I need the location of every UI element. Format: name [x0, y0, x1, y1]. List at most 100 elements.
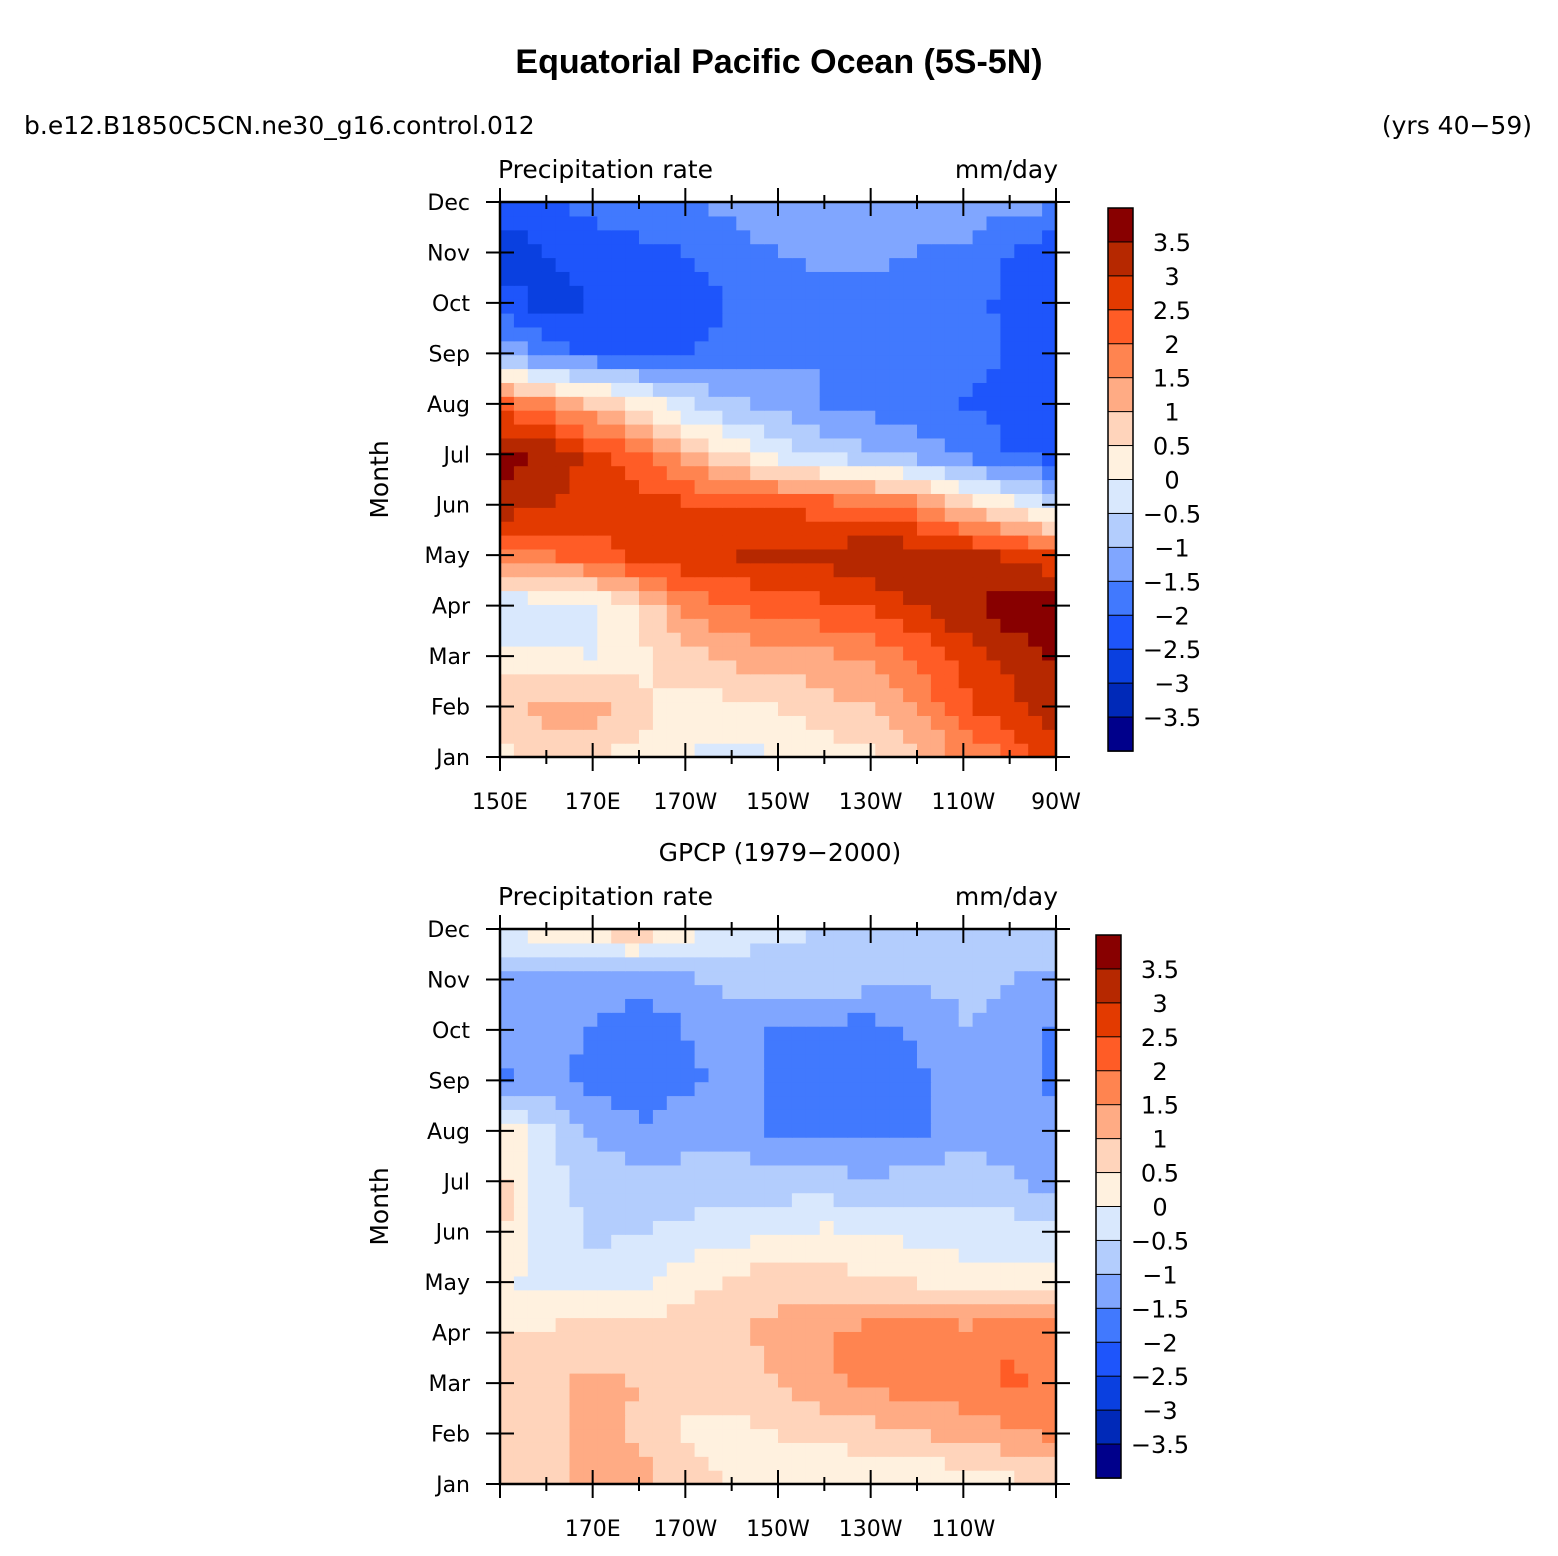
field-cell — [569, 1262, 584, 1277]
field-cell — [583, 1289, 598, 1305]
field-cell — [847, 326, 862, 342]
field-cell — [972, 1248, 988, 1263]
field-cell — [805, 1428, 821, 1443]
field-cell — [861, 1012, 876, 1027]
field-cell — [861, 548, 876, 564]
field-cell — [819, 229, 835, 245]
y-tick-label: Sep — [429, 342, 470, 367]
field-cell — [903, 1331, 918, 1346]
field-cell — [555, 618, 571, 633]
field-cell — [972, 1373, 988, 1388]
field-cell — [861, 1428, 876, 1443]
field-cell — [652, 1040, 668, 1055]
field-cell — [500, 701, 515, 716]
field-cell — [875, 354, 890, 370]
field-cell — [861, 743, 876, 758]
field-cell — [791, 1289, 807, 1305]
field-cell — [917, 1012, 932, 1027]
field-cell — [1042, 257, 1057, 272]
field-cell — [847, 1206, 862, 1221]
field-cell — [666, 340, 682, 356]
field-cell — [569, 202, 584, 217]
field-cell — [805, 1414, 821, 1430]
field-cell — [680, 368, 696, 383]
field-cell — [819, 942, 835, 958]
field-cell — [930, 1164, 946, 1180]
field-cell — [903, 1289, 918, 1305]
field-cell — [1028, 1026, 1043, 1041]
field-cell — [652, 243, 668, 259]
field-cell — [944, 1359, 960, 1374]
field-cell — [625, 715, 640, 730]
field-cell — [875, 576, 890, 592]
field-cell — [958, 285, 974, 300]
field-cell — [722, 1234, 737, 1249]
field-cell — [750, 1012, 765, 1027]
field-cell — [889, 715, 904, 730]
field-cell — [513, 1081, 529, 1097]
field-cell — [527, 229, 543, 245]
field-cell — [736, 929, 751, 944]
field-cell — [500, 313, 515, 328]
field-cell — [819, 535, 835, 550]
field-cell — [750, 479, 765, 494]
field-cell — [847, 1414, 862, 1430]
field-cell — [764, 618, 779, 633]
field-cell — [639, 1040, 654, 1055]
field-cell — [875, 326, 890, 342]
field-cell — [833, 535, 849, 550]
field-cell — [930, 271, 946, 286]
field-cell — [791, 299, 807, 314]
field-cell — [694, 1053, 710, 1069]
field-cell — [597, 1345, 612, 1360]
field-cell — [625, 1470, 640, 1485]
field-cell — [555, 562, 571, 578]
field-cell — [1042, 673, 1057, 689]
field-cell — [611, 535, 626, 550]
field-cell — [833, 715, 849, 730]
field-cell — [527, 1428, 543, 1443]
field-cell — [680, 1386, 696, 1402]
field-cell — [611, 1275, 626, 1291]
field-cell — [764, 313, 779, 328]
field-cell — [861, 1262, 876, 1277]
field-cell — [1000, 1428, 1015, 1443]
field-cell — [527, 1164, 543, 1180]
field-cell — [666, 1095, 682, 1110]
field-cell — [652, 687, 668, 703]
field-cell — [583, 396, 598, 411]
field-cell — [652, 354, 668, 370]
field-cell — [625, 1303, 640, 1319]
field-cell — [791, 1303, 807, 1319]
field-cell — [666, 929, 682, 944]
field-cell — [527, 1220, 543, 1235]
field-cell — [805, 1303, 821, 1319]
field-cell — [625, 998, 640, 1013]
field-cell — [819, 368, 835, 383]
field-cell — [986, 1164, 1001, 1180]
field-cell — [778, 451, 793, 467]
field-cell — [875, 646, 890, 661]
field-cell — [750, 1456, 765, 1471]
field-cell — [805, 1345, 821, 1360]
field-cell — [513, 451, 529, 467]
field-cell — [764, 1081, 779, 1097]
y-tick-label: Jul — [441, 1170, 470, 1195]
field-cell — [1042, 659, 1057, 675]
field-cell — [819, 998, 835, 1013]
field-cell — [1000, 299, 1015, 314]
field-cell — [569, 548, 584, 564]
field-cell — [1000, 202, 1015, 217]
field-cell — [930, 729, 946, 744]
field-cell — [791, 632, 807, 647]
field-cell — [972, 1400, 988, 1416]
field-cell — [791, 215, 807, 231]
field-cell — [833, 1123, 849, 1138]
field-cell — [1028, 1012, 1043, 1027]
field-cell — [791, 1192, 807, 1208]
field-cell — [972, 646, 988, 661]
field-cell — [861, 1470, 876, 1485]
field-cell — [541, 1303, 557, 1319]
field-cell — [930, 1220, 946, 1235]
field-cell — [694, 410, 710, 425]
